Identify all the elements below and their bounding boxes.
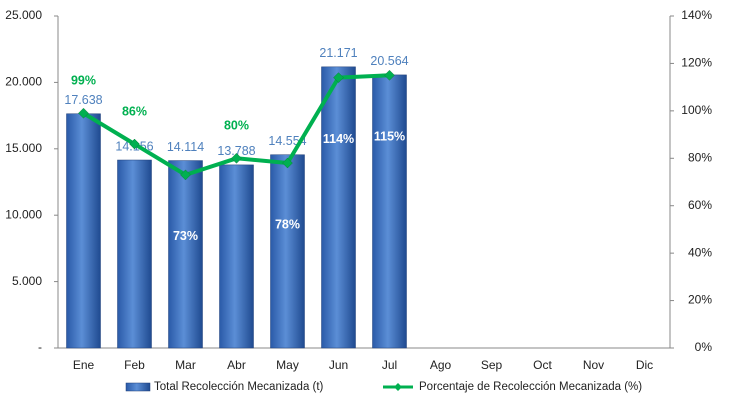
- x-tick-label: Abr: [227, 358, 246, 372]
- bar: [66, 113, 101, 349]
- bar: [270, 154, 305, 349]
- line-value-label: 78%: [275, 217, 300, 231]
- bar-value-label: 14.114: [167, 140, 204, 154]
- bar: [321, 66, 356, 349]
- bar: [117, 159, 152, 349]
- y-tick-label: 20.000: [5, 75, 42, 89]
- line-marker: [129, 138, 140, 150]
- y-tick-label: 5.000: [12, 274, 42, 288]
- line-value-label: 99%: [71, 74, 96, 88]
- y2-tick-label: 140%: [681, 8, 712, 22]
- line-value-label: 80%: [224, 119, 249, 133]
- y2-tick-label: 0%: [695, 340, 713, 354]
- y-tick-label: -: [38, 340, 42, 354]
- bar: [372, 74, 407, 349]
- y2-tick-label: 80%: [688, 150, 712, 164]
- bar-value-label: 17.638: [64, 93, 102, 107]
- y2-tick-label: 40%: [688, 245, 712, 259]
- legend-label: Porcentaje de Recolección Mecanizada (%): [419, 381, 642, 393]
- line-marker: [384, 69, 395, 81]
- bar-value-label: 20.564: [370, 54, 408, 68]
- bar: [168, 160, 203, 349]
- y2-tick-label: 60%: [688, 198, 712, 212]
- bar-value-label: 21.171: [319, 46, 357, 60]
- legend-label: Total Recolección Mecanizada (t): [154, 381, 324, 393]
- line-marker: [231, 152, 242, 164]
- x-tick-label: Sep: [481, 358, 503, 372]
- x-tick-label: Dic: [636, 358, 653, 372]
- y2-tick-label: 20%: [688, 293, 712, 307]
- line-value-label: 114%: [323, 132, 354, 146]
- y2-tick-label: 120%: [681, 56, 712, 70]
- y-tick-label: 25.000: [5, 8, 42, 22]
- y2-tick-label: 100%: [681, 103, 712, 117]
- line-marker: [78, 107, 89, 119]
- line-marker: [333, 72, 344, 84]
- x-tick-label: Ago: [430, 358, 452, 372]
- legend-swatch: [125, 382, 151, 392]
- line-value-label: 86%: [122, 104, 147, 118]
- line-marker: [180, 169, 191, 181]
- legend-swatch-marker: [394, 383, 402, 391]
- line-value-label: 115%: [374, 130, 405, 144]
- bar: [219, 164, 254, 349]
- bar-value-label: 13.788: [217, 144, 255, 158]
- x-tick-label: Feb: [124, 358, 145, 372]
- y-tick-label: 10.000: [5, 207, 42, 221]
- y-tick-label: 15.000: [5, 141, 42, 155]
- x-tick-label: Mar: [175, 358, 196, 372]
- x-tick-label: May: [276, 358, 299, 372]
- x-tick-label: Jul: [382, 358, 397, 372]
- x-tick-label: Ene: [73, 358, 95, 372]
- line-marker: [282, 157, 293, 169]
- x-tick-label: Oct: [533, 358, 552, 372]
- x-tick-label: Jun: [329, 358, 348, 372]
- line-value-label: 73%: [173, 229, 198, 243]
- x-tick-label: Nov: [583, 358, 604, 372]
